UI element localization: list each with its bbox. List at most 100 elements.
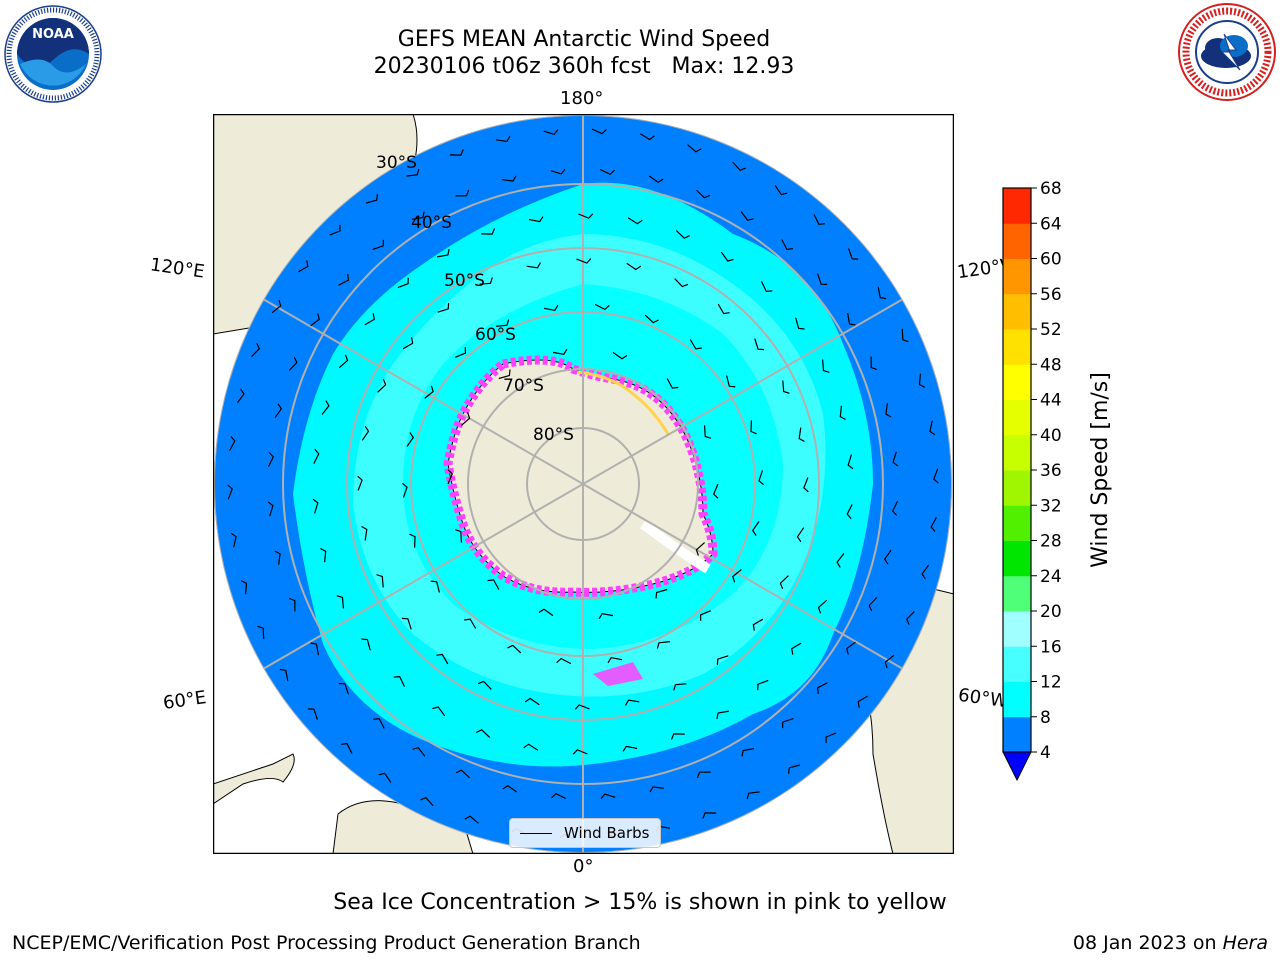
colorbar-tick-label: 24 <box>1040 567 1062 587</box>
wind-barb <box>240 580 248 595</box>
colorbar-tick-label: 40 <box>1040 426 1062 446</box>
legend-label: Wind Barbs <box>564 824 650 842</box>
wind-barb <box>297 260 309 273</box>
footer-date: 08 Jan 2023 on Hera <box>1073 932 1268 954</box>
wind-barb <box>476 729 491 738</box>
colorbar-tick-label: 48 <box>1040 355 1062 375</box>
wind-barb <box>788 764 801 774</box>
wind-barb <box>791 642 802 655</box>
colorbar-bin <box>1003 364 1031 400</box>
wind-barb <box>741 748 755 757</box>
wind-barb <box>726 375 736 388</box>
colorbar-bin <box>1003 223 1031 259</box>
wind-barb <box>817 599 828 614</box>
wind-barb <box>670 733 685 740</box>
wind-barb <box>754 338 765 351</box>
wind-barb <box>594 303 610 311</box>
wind-barb <box>760 281 773 293</box>
wind-barb <box>720 251 734 262</box>
wind-barb <box>695 542 705 556</box>
wind-barb <box>543 304 559 311</box>
wind-barb <box>847 312 856 326</box>
footer-machine: Hera <box>1222 932 1268 954</box>
wind-barb <box>477 680 492 690</box>
wind-barb <box>846 641 856 655</box>
wind-barb <box>666 378 679 389</box>
wind-barb <box>481 228 496 235</box>
wind-barb <box>576 258 592 264</box>
colorbar-bin <box>1003 611 1031 647</box>
lat-label-40s: 40°S <box>411 213 452 233</box>
wind-barb <box>338 683 349 695</box>
colorbar: 68 64 60 56 52 48 44 40 36 32 28 24 20 16 12 8 4 Wind Sp… <box>1002 180 1113 782</box>
colorbar-bin <box>1003 258 1031 295</box>
wind-barb <box>740 211 754 221</box>
wind-barb <box>883 549 892 565</box>
colorbar-tick-label: 68 <box>1040 180 1062 199</box>
wind-barb <box>411 211 425 220</box>
wind-barb <box>774 185 788 196</box>
wind-barb <box>279 668 289 682</box>
colorbar-bin <box>1003 575 1031 612</box>
wind-barb <box>447 469 454 485</box>
wind-barb <box>578 213 594 219</box>
legend-line-icon <box>520 832 552 834</box>
wind-barb <box>552 348 568 355</box>
wind-barb <box>817 273 828 285</box>
wind-barb <box>795 317 805 330</box>
colorbar-tick-label: 8 <box>1040 708 1051 728</box>
wind-barb <box>689 339 702 350</box>
wind-barb <box>523 743 539 751</box>
wind-barb <box>329 224 341 236</box>
wind-barb <box>704 425 712 439</box>
footer-credit: NCEP/EMC/Verification Post Processing Pr… <box>12 932 641 954</box>
wind-barb <box>655 588 668 599</box>
colorbar-under-arrow <box>1002 751 1032 782</box>
wind-barb <box>885 403 892 418</box>
wind-barb <box>274 550 281 565</box>
wind-barb <box>361 638 371 651</box>
wind-barb <box>782 718 794 729</box>
wind-barb <box>732 161 746 172</box>
colorbar-bin <box>1003 716 1031 753</box>
wind-barb <box>732 569 742 583</box>
wind-barb <box>839 405 846 421</box>
wind-barb <box>455 769 470 779</box>
colorbar-bin <box>1003 329 1031 365</box>
wind-barb <box>656 641 670 649</box>
lat-label-80s: 80°S <box>533 425 574 445</box>
wind-barb <box>267 501 274 517</box>
wind-barb <box>377 378 387 393</box>
wind-barb <box>757 679 769 691</box>
wind-barb <box>846 504 853 520</box>
wind-barb <box>420 796 434 807</box>
wind-barb <box>464 618 477 629</box>
wind-barb <box>361 525 368 541</box>
wind-barb <box>310 313 320 327</box>
wind-barb <box>543 129 559 135</box>
wind-barb <box>288 356 298 371</box>
graticule <box>214 115 952 853</box>
wind-barb <box>464 815 479 824</box>
wind-barb <box>487 579 500 590</box>
wind-barb <box>751 521 760 536</box>
wind-barb <box>556 657 572 665</box>
colorbar-tick-label: 28 <box>1040 532 1062 552</box>
wind-barb <box>901 328 909 343</box>
wind-barb <box>870 356 878 371</box>
wind-barb <box>406 432 415 447</box>
wind-barb <box>449 149 464 156</box>
colorbar-tick-label: 36 <box>1040 461 1062 481</box>
wind-barb <box>716 710 730 720</box>
wind-barb <box>930 517 937 532</box>
colorbar-tick-label: 16 <box>1040 637 1062 657</box>
sea-ice-caption: Sea Ice Concentration > 15% is shown in … <box>333 890 947 915</box>
wind-barb <box>409 533 416 548</box>
lat-label-60s: 60°S <box>475 325 516 345</box>
wind-barb <box>574 704 590 710</box>
colorbar-tick-label: 56 <box>1040 285 1062 305</box>
wind-barb <box>716 655 729 666</box>
colorbar-tick-label: 60 <box>1040 250 1062 270</box>
footer-date-text: 08 Jan 2023 on <box>1072 932 1223 954</box>
wind-barbs-legend: Wind Barbs <box>509 818 661 848</box>
